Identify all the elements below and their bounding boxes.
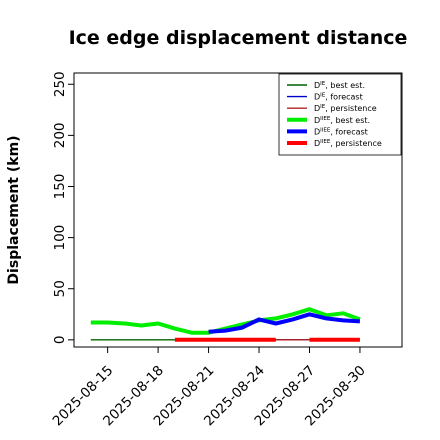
legend-label: DIE, best est. (314, 81, 365, 90)
legend-label: DIE, persistence (314, 104, 377, 113)
legend-label: DIIEE, persistence (314, 139, 382, 148)
y-tick-label: 250 (52, 71, 68, 97)
y-tick-label: 200 (52, 122, 68, 148)
legend-label: DIE, forecast (314, 93, 363, 102)
legend-label: DIIEE, forecast (314, 127, 368, 136)
y-tick-label: 50 (52, 280, 68, 297)
chart-title: Ice edge displacement distance (69, 27, 408, 49)
y-axis: 0 50 100 150 200 250 (52, 71, 74, 344)
y-axis-label: Displacement (km) (6, 135, 22, 284)
legend: DIE, best est. DIE, forecast DIE, persiste… (278, 73, 402, 156)
plot-frame (73, 72, 403, 348)
series-line-iiee-4 (208, 312, 361, 334)
x-axis: 2025-08-152025-08-182025-08-212025-08-24… (50, 347, 369, 429)
y-tick-label: 150 (52, 174, 68, 200)
y-tick-label: 0 (52, 336, 68, 345)
plot-area (90, 307, 361, 342)
y-tick-label: 100 (52, 225, 68, 251)
legend-label: DIIEE, best est. (314, 116, 370, 125)
